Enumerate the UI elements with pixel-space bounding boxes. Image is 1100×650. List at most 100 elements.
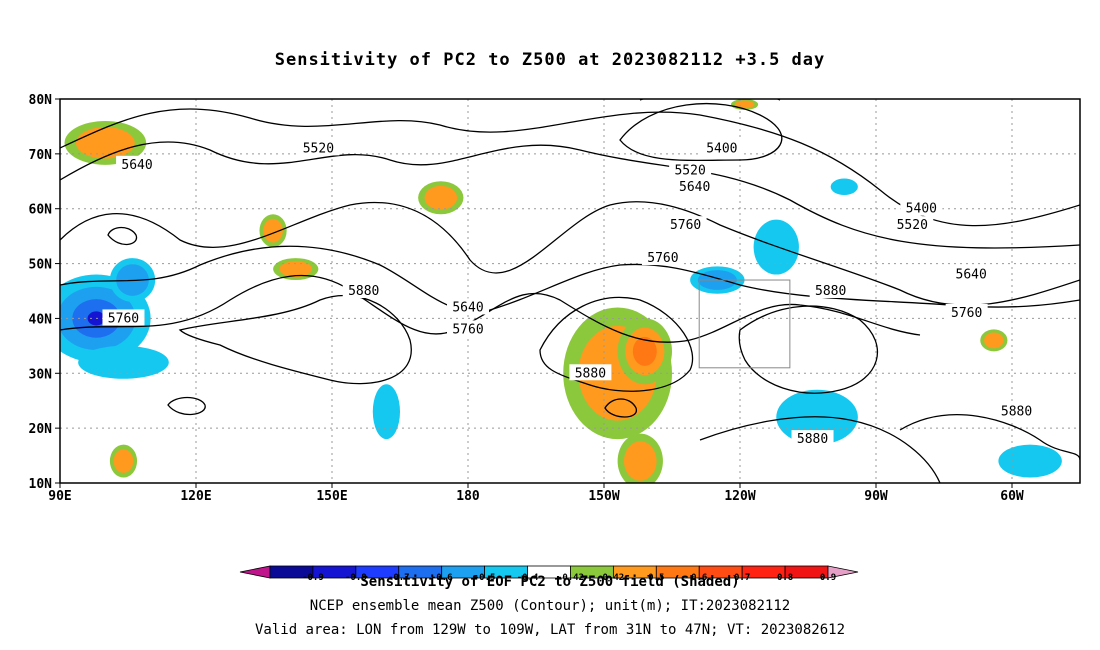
contour-label: 5520 bbox=[303, 141, 334, 156]
contour-label: 5640 bbox=[679, 180, 710, 195]
contour-label: 5760 bbox=[452, 322, 483, 337]
colorbar-label: 0.8 bbox=[777, 573, 793, 583]
contour-label: 5760 bbox=[647, 251, 678, 266]
y-tick-label: 50N bbox=[29, 258, 53, 273]
contour-label-bg bbox=[447, 320, 489, 337]
x-tick-label: 90E bbox=[48, 489, 71, 504]
y-tick-label: 20N bbox=[29, 422, 53, 437]
shaded-cell bbox=[998, 444, 1062, 478]
y-tick-label: 60N bbox=[29, 203, 53, 218]
colorbar-label: -0.6 bbox=[431, 573, 453, 583]
contour-label-bg bbox=[945, 303, 988, 320]
colorbar-label: -0.7 bbox=[388, 573, 410, 583]
x-tick-label: 60W bbox=[1000, 489, 1024, 504]
y-tick-label: 70N bbox=[29, 148, 53, 163]
contour-label: 5760 bbox=[951, 306, 982, 321]
contour-label: 5880 bbox=[575, 366, 606, 381]
shaded-cell bbox=[263, 218, 283, 243]
contour-label-bg bbox=[447, 298, 489, 315]
contour-label: 5520 bbox=[897, 218, 928, 233]
colorbar-label: 0.5 bbox=[648, 573, 664, 583]
contour-label-bg bbox=[673, 177, 716, 194]
contour-label-bg bbox=[342, 282, 385, 298]
contour-labels: 5520564054005520564057605760540055205640… bbox=[102, 139, 1038, 447]
shaded-cell bbox=[623, 441, 657, 481]
contour-line bbox=[60, 201, 1080, 306]
colorbar-label: -0.9 bbox=[302, 573, 324, 583]
contour-line bbox=[604, 398, 637, 418]
y-tick-label: 80N bbox=[29, 93, 53, 108]
caption-shaded: Sensitivity of EOF PC2 to Z500 field (Sh… bbox=[360, 574, 740, 590]
grid-lines bbox=[60, 99, 1080, 483]
contour-label-bg bbox=[116, 155, 159, 172]
colorbar-label: 0.9 bbox=[820, 573, 836, 583]
contour-label-bg bbox=[669, 161, 712, 178]
colorbar-arrow-right bbox=[827, 565, 859, 579]
shaded-cell bbox=[424, 185, 458, 210]
contour-label-bg bbox=[950, 265, 993, 282]
x-tick-label: 120W bbox=[724, 489, 755, 504]
contour-label-bg bbox=[102, 309, 145, 326]
plot-frame bbox=[59, 98, 1081, 484]
y-tick-label: 10N bbox=[29, 477, 53, 492]
contour-line bbox=[619, 102, 783, 162]
colorbar-label: -0.5 bbox=[474, 573, 496, 583]
colorbar-label: -0.42 bbox=[557, 573, 584, 583]
contour-label-bg bbox=[891, 216, 934, 233]
colorbar-label: -0.8 bbox=[345, 573, 367, 583]
contour-label-bg bbox=[641, 249, 684, 266]
shaded-cell bbox=[753, 219, 799, 275]
contour-label: 5760 bbox=[108, 311, 139, 326]
x-tick-label: 150E bbox=[316, 489, 347, 504]
shaded-cell bbox=[78, 345, 169, 379]
contour-label-bg bbox=[664, 216, 707, 233]
contour-line bbox=[539, 296, 694, 392]
colorbar-label: 0.7 bbox=[734, 573, 750, 583]
contour-label: 5760 bbox=[670, 218, 701, 233]
colorbar-label: 0.6 bbox=[691, 573, 707, 583]
shaded-cell bbox=[830, 178, 858, 195]
contour-label-bg bbox=[791, 430, 834, 447]
contour-label: 5400 bbox=[906, 202, 937, 217]
colorbar-label: 0.42 bbox=[603, 573, 625, 583]
contour-label: 5880 bbox=[1001, 405, 1032, 420]
contour-label-bg bbox=[900, 199, 943, 216]
contour-line bbox=[178, 295, 412, 385]
contour-label: 5880 bbox=[348, 284, 379, 299]
contour-line bbox=[738, 305, 878, 394]
contour-line bbox=[107, 226, 138, 246]
contour-line bbox=[60, 274, 921, 343]
x-tick-label: 150W bbox=[588, 489, 619, 504]
contour-line bbox=[699, 416, 941, 483]
shaded-cell bbox=[632, 336, 657, 366]
x-tick-label: 180 bbox=[456, 489, 480, 504]
contour-label-bg bbox=[995, 402, 1038, 419]
contour-label: 5880 bbox=[815, 284, 846, 299]
y-tick-label: 30N bbox=[29, 367, 53, 382]
chart-title: Sensitivity of PC2 to Z500 at 2023082112… bbox=[274, 50, 826, 70]
contour-label-bg bbox=[569, 364, 612, 381]
valid-area-box bbox=[698, 279, 791, 369]
contour-label: 5880 bbox=[797, 432, 828, 447]
contour-label: 5640 bbox=[956, 268, 987, 283]
contour-line bbox=[60, 141, 1080, 249]
colorbar-label: -0.4 bbox=[517, 573, 539, 583]
contour-label: 5640 bbox=[121, 158, 152, 173]
x-tick-label: 120E bbox=[180, 489, 211, 504]
axis-ticks: 90E 120E 150E 180 150W 120W 90W 60W 10N 20N 30N 40N… bbox=[29, 93, 1024, 504]
contour-label-bg bbox=[809, 282, 852, 298]
colorbar: -0.9 -0.8 -0.7 -0.6 -0.5 -0.4 -0.42 0.42 0.5 0.6 0… bbox=[239, 565, 859, 583]
shaded-cell bbox=[279, 261, 313, 277]
contour-line bbox=[60, 245, 1080, 313]
contour-lines bbox=[60, 99, 1080, 483]
x-tick-label: 90W bbox=[864, 489, 888, 504]
shaded-cell bbox=[113, 449, 134, 473]
contour-label-bg bbox=[700, 139, 743, 156]
contour-line bbox=[899, 414, 1080, 461]
contour-label-bg bbox=[297, 139, 340, 156]
shaded-cell bbox=[984, 332, 1004, 349]
contour-line bbox=[167, 396, 206, 416]
contour-line bbox=[60, 108, 1080, 227]
shaded-cell bbox=[372, 384, 400, 440]
